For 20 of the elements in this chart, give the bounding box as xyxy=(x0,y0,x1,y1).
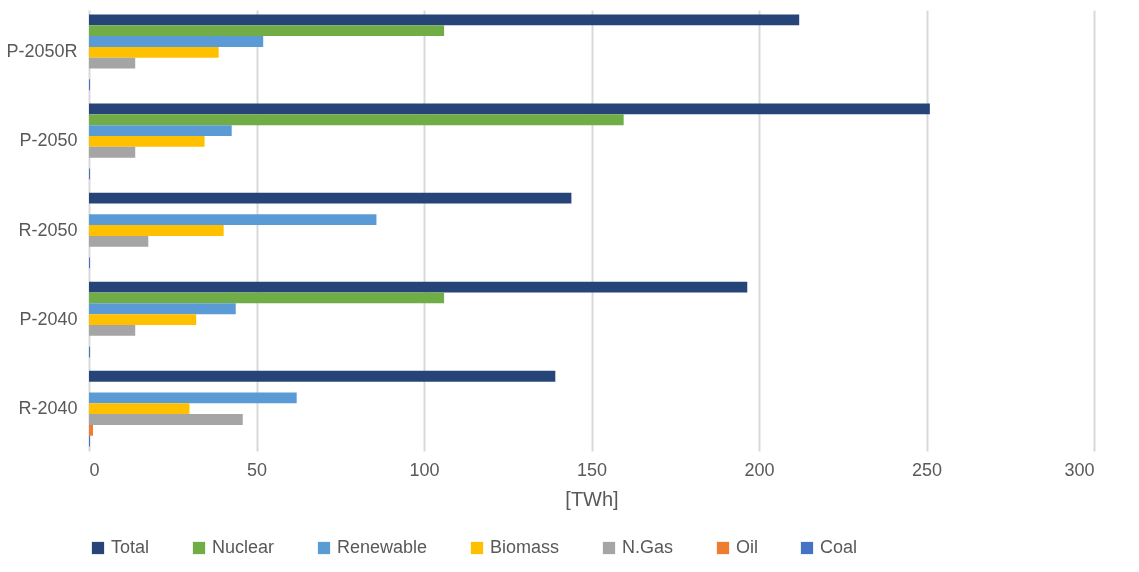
x-tick-label: 300 xyxy=(1064,459,1095,480)
x-tick-label: 50 xyxy=(246,459,268,480)
legend-label: Renewable xyxy=(337,537,428,557)
legend-label: Total xyxy=(111,537,150,557)
x-tick-label: 100 xyxy=(409,459,440,480)
x-axis-title: [TWh] xyxy=(565,487,619,510)
legend-label: Nuclear xyxy=(212,537,275,557)
legend-label: Coal xyxy=(820,537,858,557)
x-tick-label: 150 xyxy=(576,459,608,480)
y-tick-label: P-2050R xyxy=(6,41,78,62)
legend-label: Biomass xyxy=(490,537,560,557)
x-tick-label: 200 xyxy=(744,459,775,480)
x-tick-label: 250 xyxy=(911,459,943,480)
x-tick-label: 0 xyxy=(89,459,100,480)
y-tick-label: R-2040 xyxy=(18,397,78,418)
y-tick-label: R-2050 xyxy=(18,219,78,240)
legend-label: N.Gas xyxy=(622,537,674,557)
legend-label: Oil xyxy=(736,537,758,557)
y-tick-label: P-2040 xyxy=(19,308,78,329)
y-tick-label: P-2050 xyxy=(19,130,78,151)
